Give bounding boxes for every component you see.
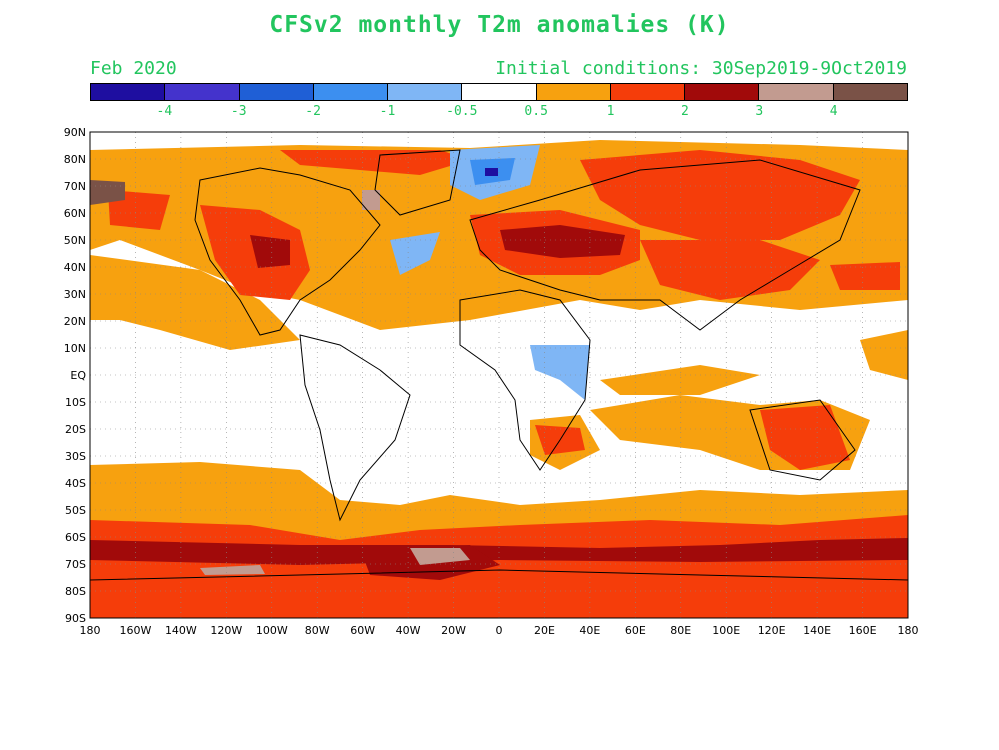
anomaly-region xyxy=(362,190,380,210)
colorbar-tick-label: -4 xyxy=(156,104,173,119)
latitude-tick-label: 30N xyxy=(64,288,86,301)
latitude-tick-label: 60S xyxy=(65,531,86,544)
colorbar-tick-label: 2 xyxy=(680,104,689,119)
anomaly-region xyxy=(500,225,625,258)
latitude-tick-label: 90S xyxy=(65,612,86,625)
anomaly-region xyxy=(580,150,860,240)
latitude-tick-label: EQ xyxy=(70,369,86,382)
anomaly-region xyxy=(250,235,290,268)
map-title: CFSv2 monthly T2m anomalies (K) xyxy=(269,12,730,38)
longitude-tick-label: 40W xyxy=(396,624,421,637)
longitude-tick-label: 160E xyxy=(849,624,877,637)
longitude-tick-label: 40E xyxy=(579,624,600,637)
longitude-tick-label: 140E xyxy=(803,624,831,637)
colorbar-swatch xyxy=(313,84,389,100)
latitude-tick-label: 70S xyxy=(65,558,86,571)
latitude-tick-label: 50N xyxy=(64,234,86,247)
colorbar-swatch xyxy=(610,84,686,100)
latitude-tick-label: 10S xyxy=(65,396,86,409)
colorbar-tick-label: -1 xyxy=(379,104,396,119)
anomaly-region xyxy=(90,255,300,350)
colorbar-swatch xyxy=(536,84,611,100)
colorbar-tick-label: 3 xyxy=(755,104,764,119)
longitude-tick-label: 160W xyxy=(120,624,152,637)
colorbar-tick-label: -2 xyxy=(305,104,321,119)
latitude-tick-label: 80N xyxy=(64,153,86,166)
anomaly-region xyxy=(830,262,900,290)
longitude-tick-label: 80E xyxy=(670,624,691,637)
colorbar-swatch xyxy=(833,84,907,100)
latitude-tick-label: 80S xyxy=(65,585,86,598)
colorbar-tick-label: 1 xyxy=(606,104,615,119)
colorbar-swatch xyxy=(239,84,314,100)
longitude-tick-label: 100W xyxy=(256,624,288,637)
longitude-tick-label: 180 xyxy=(898,624,919,637)
graticule xyxy=(90,132,908,618)
anomaly-region xyxy=(600,365,760,395)
colorbar-tick-label: -0.5 xyxy=(446,104,478,119)
anomaly-region xyxy=(90,180,125,205)
latitude-tick-label: 20N xyxy=(64,315,86,328)
anomaly-region xyxy=(390,232,440,275)
longitude-tick-label: 20W xyxy=(441,624,466,637)
map-frame xyxy=(89,131,909,619)
longitude-tick-label: 60W xyxy=(350,624,375,637)
anomaly-region xyxy=(410,548,470,565)
colorbar-swatch xyxy=(759,84,834,100)
coastlines xyxy=(90,149,908,581)
anomaly-region xyxy=(640,240,820,300)
latitude-tick-label: 90N xyxy=(64,126,86,139)
colorbar-swatch xyxy=(388,84,463,100)
longitude-tick-label: 100E xyxy=(712,624,740,637)
valid-month-label: Feb 2020 xyxy=(90,58,177,79)
colorbar xyxy=(90,83,908,101)
anomaly-region xyxy=(860,330,908,380)
latitude-tick-label: 60N xyxy=(64,207,86,220)
anomaly-region xyxy=(90,515,908,618)
anomaly-field xyxy=(90,132,908,618)
colorbar-tick-label: 0.5 xyxy=(524,104,548,119)
latitude-tick-label: 70N xyxy=(64,180,86,193)
colorbar-tick-label: -3 xyxy=(230,104,247,119)
anomaly-region xyxy=(90,538,908,565)
anomaly-region xyxy=(760,405,850,470)
longitude-tick-label: 120W xyxy=(210,624,242,637)
anomaly-region xyxy=(280,150,470,175)
latitude-tick-label: 30S xyxy=(65,450,86,463)
anomaly-region xyxy=(485,168,498,176)
longitude-tick-label: 120E xyxy=(758,624,786,637)
longitude-tick-label: 0 xyxy=(496,624,503,637)
longitude-labels: 180 160W 140W 120W 100W 80W 60W 40W 20W 0 20E 40E 60… xyxy=(80,624,919,637)
longitude-tick-label: 180 xyxy=(80,624,101,637)
anomaly-region xyxy=(530,345,590,400)
latitude-tick-label: 50S xyxy=(65,504,86,517)
latitude-tick-label: 40N xyxy=(64,261,86,274)
latitude-tick-label: 20S xyxy=(65,423,86,436)
anomaly-region xyxy=(200,565,265,575)
longitude-tick-label: 20E xyxy=(534,624,555,637)
colorbar-swatch xyxy=(462,84,537,100)
colorbar-tick-label: 4 xyxy=(829,104,838,119)
latitude-labels: 90N 80N 70N 60N 50N 40N 30N 20N 10N EQ 10S 20S 30S 40… xyxy=(64,126,87,625)
colorbar-swatch xyxy=(165,84,240,100)
latitude-tick-label: 40S xyxy=(65,477,86,490)
longitude-tick-label: 140W xyxy=(165,624,197,637)
colorbar-swatch xyxy=(685,84,760,100)
latitude-tick-label: 10N xyxy=(64,342,86,355)
longitude-tick-label: 60E xyxy=(625,624,646,637)
initial-conditions-label: Initial conditions: 30Sep2019-9Oct2019 xyxy=(495,58,907,79)
longitude-tick-label: 80W xyxy=(305,624,330,637)
colorbar-swatch xyxy=(91,84,166,100)
